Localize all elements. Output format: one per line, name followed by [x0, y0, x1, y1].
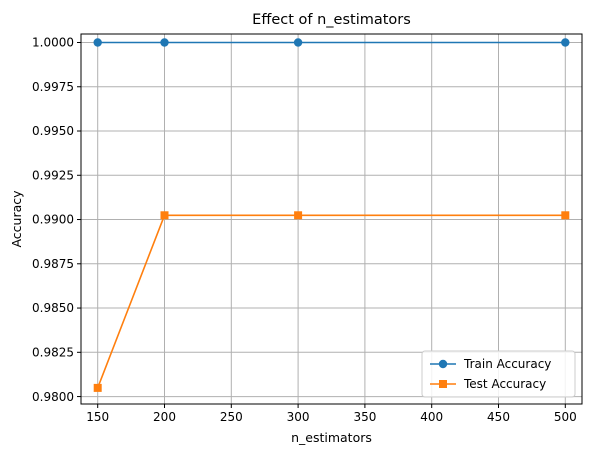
x-tick-label: 350	[353, 410, 376, 424]
y-tick-label: 0.9900	[32, 213, 74, 227]
ticks: 150 200 250 300 350 400 450 500 0.9800 0.9825 0.98…	[32, 36, 577, 424]
legend-marker	[439, 380, 447, 388]
legend-label: Test Accuracy	[463, 377, 546, 391]
data-point	[93, 383, 102, 392]
x-tick-label: 200	[153, 410, 176, 424]
data-point	[160, 211, 169, 220]
x-tick-label: 500	[554, 410, 577, 424]
y-tick-label: 0.9925	[32, 168, 74, 182]
plot-area	[81, 34, 582, 404]
legend-marker	[438, 359, 448, 369]
legend: Train Accuracy Test Accuracy	[421, 350, 576, 398]
plot-frame	[80, 33, 583, 405]
y-axis-label: Accuracy	[9, 190, 24, 248]
y-tick-label: 0.9875	[32, 257, 74, 271]
x-tick-label: 400	[420, 410, 443, 424]
legend-box	[421, 350, 576, 398]
series-layer	[93, 38, 570, 392]
series-test-accuracy	[93, 211, 570, 392]
series-line	[96, 214, 566, 389]
y-tick-label: 0.9800	[32, 390, 74, 404]
x-axis-label: n_estimators	[291, 430, 372, 445]
legend-label: Train Accuracy	[463, 357, 551, 371]
chart-title: Effect of n_estimators	[252, 12, 411, 28]
data-point	[93, 38, 102, 47]
data-point	[561, 38, 570, 47]
y-tick-label: 0.9850	[32, 301, 74, 315]
data-point	[561, 211, 570, 220]
x-tick-label: 150	[86, 410, 109, 424]
x-tick-label: 250	[220, 410, 243, 424]
y-tick-label: 0.9950	[32, 124, 74, 138]
data-point	[294, 211, 303, 220]
legend-entry: Test Accuracy	[430, 377, 546, 391]
legend-entry: Train Accuracy	[430, 357, 551, 371]
y-tick-label: 0.9825	[32, 346, 74, 360]
data-point	[160, 38, 169, 47]
data-point	[293, 38, 303, 47]
y-tick-label: 0.9975	[32, 80, 74, 94]
x-tick-label: 300	[287, 410, 310, 424]
y-tick-label: 1.0000	[32, 36, 74, 50]
x-tick-label: 450	[487, 410, 510, 424]
series-train-accuracy	[93, 38, 570, 47]
